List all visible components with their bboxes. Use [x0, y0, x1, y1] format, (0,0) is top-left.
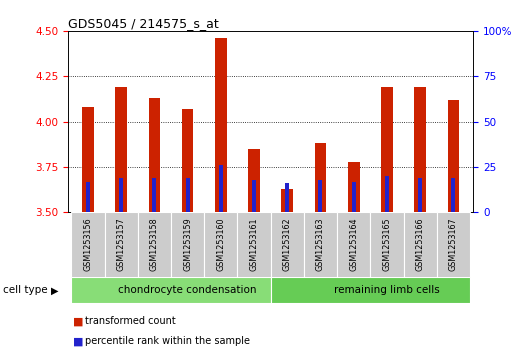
- Text: transformed count: transformed count: [85, 316, 176, 326]
- Bar: [204, 212, 237, 278]
- Bar: [82, 107, 94, 212]
- Text: GSM1253160: GSM1253160: [217, 217, 225, 271]
- Bar: [219, 165, 223, 212]
- Bar: [418, 178, 422, 212]
- Bar: [381, 87, 393, 212]
- Text: chondrocyte condensation: chondrocyte condensation: [118, 285, 257, 295]
- Bar: [315, 143, 326, 212]
- Text: GSM1253163: GSM1253163: [316, 217, 325, 271]
- Bar: [271, 277, 470, 303]
- Text: cell type: cell type: [3, 285, 47, 295]
- Bar: [71, 277, 271, 303]
- Bar: [215, 38, 226, 212]
- Bar: [171, 212, 204, 278]
- Text: GSM1253159: GSM1253159: [183, 217, 192, 271]
- Bar: [248, 149, 260, 212]
- Bar: [138, 212, 171, 278]
- Text: GSM1253156: GSM1253156: [84, 217, 93, 271]
- Text: ■: ■: [73, 316, 84, 326]
- Bar: [404, 212, 437, 278]
- Bar: [105, 212, 138, 278]
- Text: GSM1253166: GSM1253166: [416, 217, 425, 271]
- Bar: [337, 212, 370, 278]
- Bar: [149, 98, 160, 212]
- Text: GSM1253157: GSM1253157: [117, 217, 126, 271]
- Text: GSM1253161: GSM1253161: [249, 217, 258, 271]
- Bar: [448, 100, 459, 212]
- Text: ▶: ▶: [51, 285, 58, 295]
- Bar: [237, 212, 271, 278]
- Bar: [451, 178, 456, 212]
- Bar: [370, 212, 404, 278]
- Text: GSM1253164: GSM1253164: [349, 217, 358, 271]
- Text: GDS5045 / 214575_s_at: GDS5045 / 214575_s_at: [68, 17, 219, 30]
- Bar: [182, 109, 194, 212]
- Bar: [281, 189, 293, 212]
- Bar: [186, 178, 189, 212]
- Bar: [348, 162, 359, 212]
- Text: ■: ■: [73, 336, 84, 346]
- Bar: [437, 212, 470, 278]
- Bar: [304, 212, 337, 278]
- Bar: [252, 180, 256, 212]
- Bar: [414, 87, 426, 212]
- Bar: [86, 182, 90, 212]
- Text: GSM1253165: GSM1253165: [382, 217, 391, 271]
- Bar: [271, 212, 304, 278]
- Bar: [385, 176, 389, 212]
- Text: GSM1253167: GSM1253167: [449, 217, 458, 271]
- Text: GSM1253162: GSM1253162: [283, 217, 292, 271]
- Bar: [152, 178, 156, 212]
- Bar: [351, 182, 356, 212]
- Text: percentile rank within the sample: percentile rank within the sample: [85, 336, 249, 346]
- Bar: [119, 178, 123, 212]
- Text: remaining limb cells: remaining limb cells: [334, 285, 440, 295]
- Text: GSM1253158: GSM1253158: [150, 217, 159, 271]
- Bar: [71, 212, 105, 278]
- Bar: [319, 180, 323, 212]
- Bar: [116, 87, 127, 212]
- Bar: [285, 183, 289, 212]
